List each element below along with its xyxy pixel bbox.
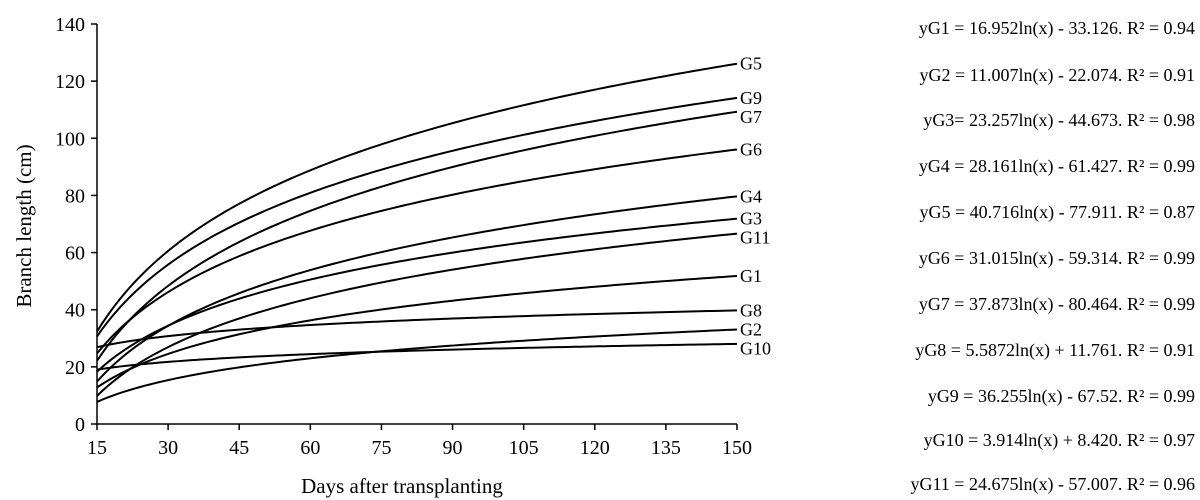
x-tick-label: 120 — [580, 437, 610, 459]
y-tick-label: 100 — [55, 128, 85, 150]
chart-curves — [96, 62, 738, 403]
x-axis-title: Days after transplanting — [301, 474, 503, 498]
series-line-g9 — [96, 96, 738, 337]
series-label-g10: G10 — [740, 338, 771, 358]
series-label-g6: G6 — [740, 139, 762, 159]
y-tick-label: 60 — [65, 243, 85, 265]
series-line-g1 — [96, 274, 738, 389]
equation-g7: yG7 = 37.873ln(x) - 80.464. R² = 0.99 — [918, 294, 1195, 314]
series-label-g9: G9 — [740, 88, 762, 108]
equation-g5: yG5 = 40.716ln(x) - 77.911. R² = 0.87 — [919, 202, 1195, 222]
y-tick-label: 0 — [75, 414, 85, 436]
series-line-g7 — [96, 110, 738, 362]
series-line-g11 — [96, 232, 738, 397]
equation-g2: yG2 = 11.007ln(x) - 22.074. R² = 0.91 — [919, 65, 1195, 85]
series-label-g11: G11 — [740, 228, 770, 248]
equation-g6: yG6 = 31.015ln(x) - 59.314. R² = 0.99 — [918, 248, 1195, 268]
series-label-g1: G1 — [740, 266, 762, 286]
x-tick-label: 75 — [371, 437, 391, 459]
equation-g11: yG11 = 24.675ln(x) - 57.007. R² = 0.96 — [910, 474, 1195, 494]
y-tick-label: 20 — [65, 357, 85, 379]
x-tick-label: 105 — [509, 437, 539, 459]
equation-g1: yG1 = 16.952ln(x) - 33.126. R² = 0.94 — [918, 18, 1195, 38]
x-tick-label: 135 — [651, 437, 681, 459]
equation-g10: yG10 = 3.914ln(x) + 8.420. R² = 0.97 — [923, 430, 1195, 450]
series-line-g8 — [96, 309, 738, 349]
y-axis-title: Branch length (cm) — [12, 144, 36, 307]
series-line-g2 — [96, 328, 738, 403]
equation-g4: yG4 = 28.161ln(x) - 61.427. R² = 0.99 — [918, 156, 1195, 176]
series-label-g2: G2 — [740, 319, 762, 339]
series-line-g5 — [96, 62, 738, 333]
series-line-g10 — [96, 342, 738, 371]
series-label-g4: G4 — [740, 186, 762, 206]
series-label-g7: G7 — [740, 107, 762, 127]
x-tick-label: 30 — [158, 437, 178, 459]
equation-g3: yG3= 23.257ln(x) - 44.673. R² = 0.98 — [923, 110, 1195, 130]
x-tick-label: 45 — [229, 437, 249, 459]
branch-length-chart: 15 30 45 60 75 90 105 120 135 150 0 20 40 60 80 100 120 1… — [12, 14, 771, 498]
x-tick-label: 60 — [300, 437, 320, 459]
x-tick-label: 15 — [87, 437, 107, 459]
x-tick-label: 150 — [722, 437, 752, 459]
y-tick-label: 80 — [65, 185, 85, 207]
y-tick-label: 140 — [55, 14, 85, 36]
y-tick-label: 40 — [65, 300, 85, 322]
x-tick-label: 90 — [443, 437, 463, 459]
chart-axes: 15 30 45 60 75 90 105 120 135 150 0 20 40 60 80 100 120 1… — [55, 14, 752, 459]
series-line-g4 — [96, 195, 738, 383]
regression-equations: yG1 = 16.952ln(x) - 33.126. R² = 0.94 yG2… — [790, 10, 1195, 500]
series-label-g5: G5 — [740, 54, 762, 74]
series-label-g3: G3 — [740, 209, 762, 229]
series-label-g8: G8 — [740, 300, 762, 320]
equation-g9: yG9 = 36.255ln(x) - 67.52. R² = 0.99 — [927, 386, 1195, 406]
series-line-g6 — [96, 148, 738, 355]
y-tick-label: 120 — [55, 71, 85, 93]
equation-g8: yG8 = 5.5872ln(x) + 11.761. R² = 0.91 — [915, 340, 1195, 360]
series-line-g3 — [96, 217, 738, 373]
